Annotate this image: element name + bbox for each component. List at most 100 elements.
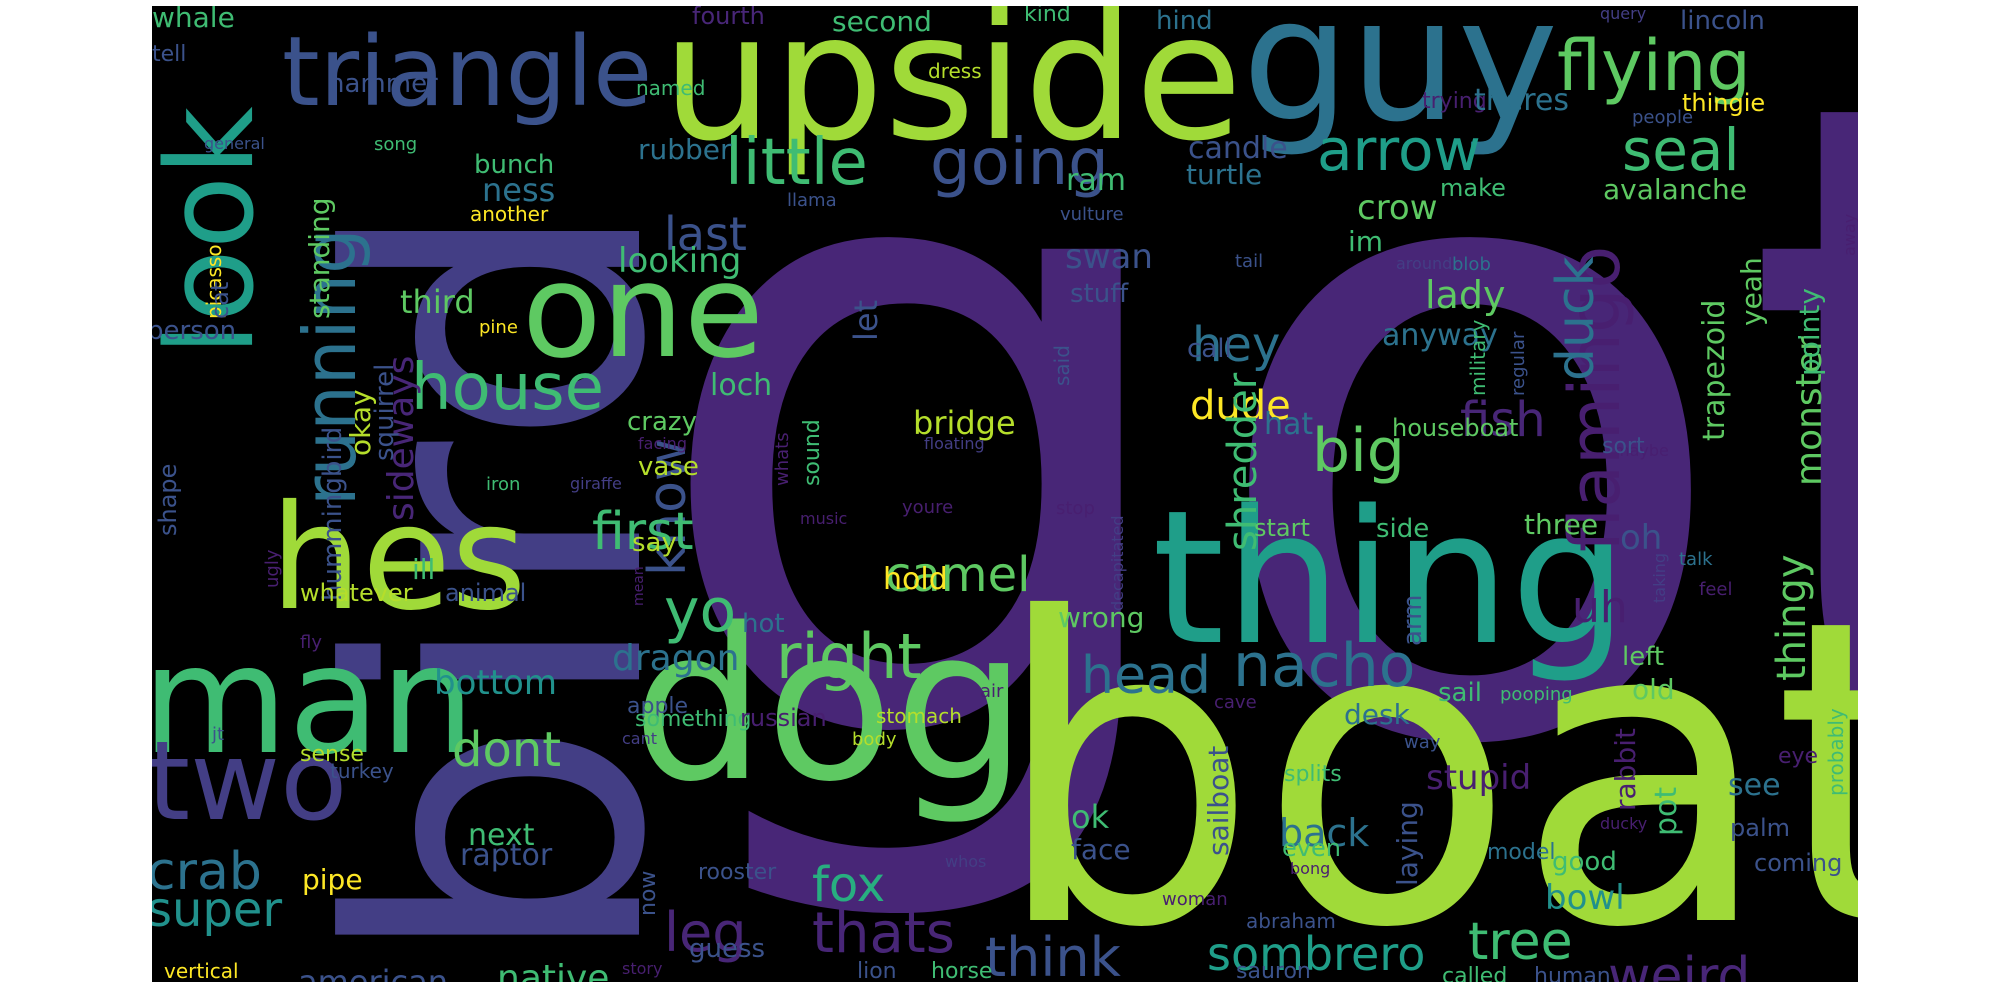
word: looking (618, 241, 742, 281)
word: animal (445, 579, 527, 607)
word: iron (486, 474, 521, 495)
word: song (374, 134, 418, 155)
word: see (1728, 768, 1781, 803)
word: cat (206, 281, 234, 319)
word: away (1840, 213, 1858, 256)
word: russian (740, 704, 827, 732)
word: vertical (164, 959, 239, 982)
word: hey (1192, 317, 1281, 373)
word: sailboat (1202, 745, 1235, 856)
word: anyway (1382, 318, 1498, 353)
word: lion (857, 959, 897, 983)
word: pointy (1793, 288, 1826, 376)
word: native (497, 958, 610, 983)
word: leg (664, 901, 747, 964)
word: side (1376, 514, 1430, 544)
word: boat (992, 531, 1858, 983)
word: last (664, 207, 747, 261)
word: general (204, 134, 265, 153)
word: sauron (1236, 959, 1311, 983)
word: woman (1162, 889, 1228, 910)
word: super (152, 882, 283, 938)
word: turtle (1186, 158, 1263, 191)
word: laying (1391, 801, 1424, 886)
word: trapezoid (1697, 299, 1732, 441)
word: theres (1474, 83, 1569, 118)
word: youre (902, 497, 954, 518)
word: ness (482, 171, 556, 209)
word: pipe (302, 863, 363, 896)
word-cloud: got boat bird dog upside guy thing man h… (152, 6, 1858, 982)
word: desk (1344, 698, 1410, 731)
word: thingy (1769, 554, 1815, 681)
word: right (776, 620, 922, 693)
word: house (411, 351, 604, 425)
word: stomach (876, 704, 962, 728)
word: feel (1699, 579, 1733, 600)
word: swan (1065, 237, 1153, 277)
word: uh (1572, 582, 1628, 633)
word: let (847, 299, 885, 341)
word: bridge (913, 404, 1016, 442)
word: maybe (1614, 441, 1669, 460)
word: bunch (474, 150, 555, 180)
word: hummingbird (318, 426, 348, 601)
word: im (1348, 225, 1384, 258)
word: cant (622, 729, 658, 748)
word: okay (344, 389, 377, 456)
word: mean (631, 566, 647, 606)
word: hot (742, 609, 785, 639)
word: stop (1056, 498, 1095, 519)
word: raptor (460, 838, 553, 873)
word: shape (154, 463, 182, 536)
word: dragon (612, 638, 740, 679)
word: hat (1264, 407, 1314, 442)
word: horse (931, 959, 993, 983)
word: whats (772, 432, 793, 486)
word: whatever (300, 579, 413, 607)
word: something (635, 707, 752, 732)
word: model (1487, 840, 1556, 865)
word: crazy (627, 407, 697, 437)
word: apple (627, 694, 689, 719)
word: body (852, 729, 897, 750)
word: make (1440, 174, 1506, 202)
word: start (1254, 514, 1310, 542)
word: said (1050, 345, 1074, 386)
word: stuff (1070, 279, 1129, 309)
word: ill (412, 553, 436, 586)
word: first (592, 502, 694, 562)
word: houseboat (1392, 414, 1519, 442)
word: american (298, 963, 448, 982)
word: oh (1620, 518, 1663, 558)
word: hes (270, 474, 527, 643)
word: coming (1754, 849, 1843, 877)
word: fourth (692, 6, 765, 30)
word: little (725, 126, 868, 200)
word: hammer (328, 69, 438, 99)
word: lady (1425, 273, 1506, 317)
word: called (1442, 964, 1508, 983)
word: military (1466, 319, 1490, 396)
word: head (1081, 646, 1211, 706)
word: giraffe (570, 474, 622, 493)
word: kind (1024, 6, 1071, 27)
word: regular (1508, 331, 1529, 396)
word: music (800, 509, 848, 528)
word: old (1632, 673, 1675, 706)
word: named (636, 76, 706, 100)
word: tree (1468, 912, 1573, 972)
word: third (400, 283, 475, 321)
word: good (1552, 847, 1617, 877)
word: loch (710, 368, 773, 403)
word: air (980, 681, 1004, 702)
word: human (1534, 964, 1611, 983)
word: vase (638, 452, 699, 482)
word: hold (883, 562, 948, 597)
word: duck (1546, 256, 1606, 381)
word: avalanche (1603, 173, 1747, 206)
word: another (470, 202, 549, 226)
word: flying (1557, 25, 1751, 107)
word: seal (1622, 116, 1740, 184)
word: tell (152, 42, 187, 67)
